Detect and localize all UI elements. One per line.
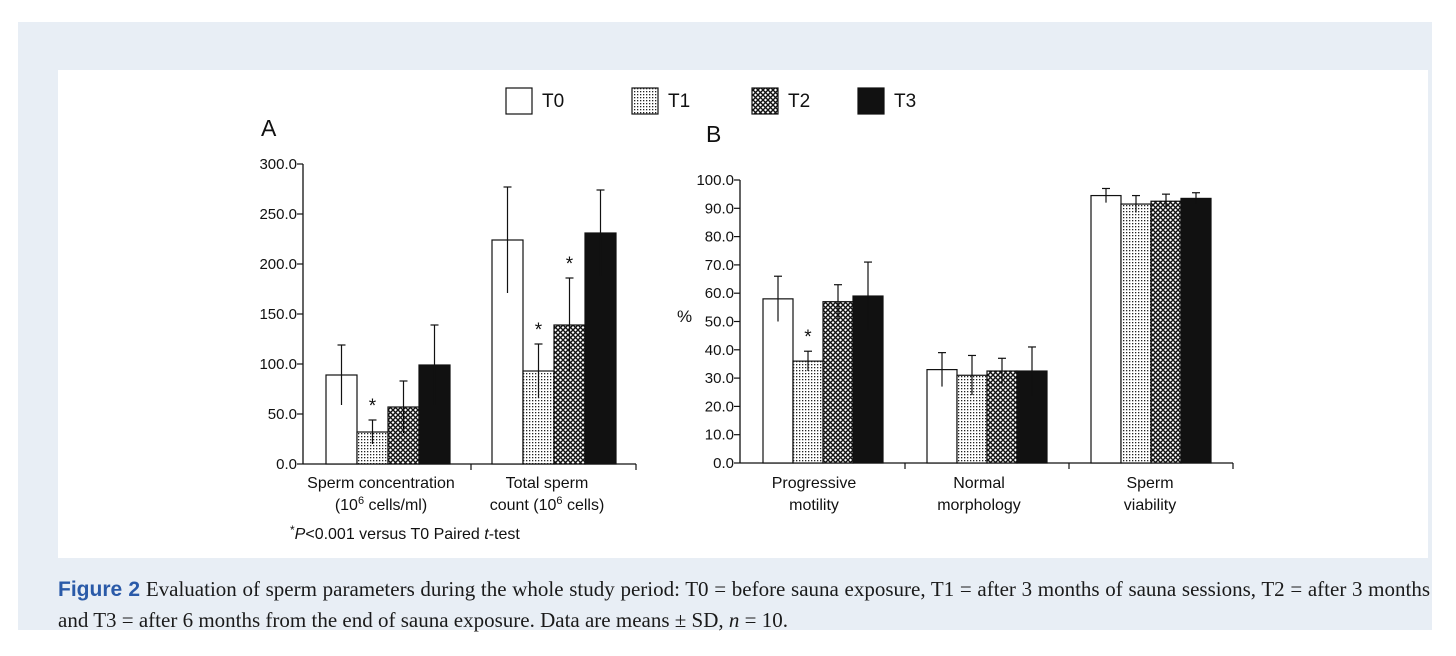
y-axis-label: % (677, 307, 692, 326)
y-tick-label: 20.0 (705, 398, 734, 415)
x-category-label-line2: viability (1124, 497, 1176, 514)
x-category-label: Normal (953, 475, 1005, 492)
x-category-label: Sperm (1126, 475, 1173, 492)
caption-text-end: = 10. (739, 608, 788, 632)
y-tick-label: 200.0 (259, 256, 297, 273)
x-category-label: Progressive (772, 475, 857, 492)
y-tick-label: 30.0 (705, 370, 734, 387)
bar-t2 (986, 370, 1018, 464)
y-tick-label: 300.0 (259, 156, 297, 173)
footnote-rest2: -test (489, 526, 521, 543)
caption-label: Figure 2 (58, 578, 141, 601)
chart-b: B 0.0 10.0 20.0 30.0 40.0 50.0 60.0 70.0 80.0 90.0… (677, 121, 1234, 514)
y-tick-label: 0.0 (276, 456, 297, 473)
footnote-text: *P<0.001 versus T0 Paired t-test (290, 523, 520, 543)
y-tick-label: 0.0 (713, 455, 734, 472)
y-tick-label: 50.0 (268, 406, 297, 423)
bar-t0 (491, 239, 524, 465)
caption-text: Evaluation of sperm parameters during th… (58, 577, 1431, 632)
significance-star: * (369, 396, 377, 417)
legend-label-t0: T0 (542, 91, 564, 112)
caption-n: n (728, 608, 740, 632)
footnote-star: * (290, 523, 295, 537)
x-category-label-line2: morphology (937, 497, 1021, 514)
legend-swatch-t2 (751, 87, 779, 115)
y-tick-label: 100.0 (259, 356, 297, 373)
significance-star: * (566, 254, 574, 275)
figure-area: T0 T1 T2 T3 A 0.0 50.0 100.0 150.0 200.0 250.0 300… (58, 70, 1428, 558)
legend: T0 T1 T2 T3 (505, 87, 916, 115)
x-category-label-line2: motility (789, 497, 839, 514)
y-tick-label: 250.0 (259, 206, 297, 223)
y-tick-label: 150.0 (259, 306, 297, 323)
y-tick-label: 60.0 (705, 285, 734, 302)
bar-t3 (1180, 197, 1212, 464)
y-tick-label: 100.0 (696, 172, 734, 189)
bar-t2 (1150, 200, 1182, 464)
bar-t0 (762, 298, 794, 464)
x-category-label: Total sperm (506, 475, 589, 492)
figure-caption: Figure 2 Evaluation of sperm parameters … (58, 574, 1430, 636)
significance-star: * (535, 320, 543, 341)
bar-t3 (852, 295, 884, 464)
footnote-t: t (484, 526, 489, 543)
footnote: *P<0.001 versus T0 Paired t-test (290, 523, 520, 543)
bar-t2 (822, 301, 854, 464)
y-tick-label: 90.0 (705, 200, 734, 217)
x-category-label: Sperm concentration (307, 475, 455, 492)
legend-label-t3: T3 (894, 91, 916, 112)
y-tick-label: 50.0 (705, 314, 734, 331)
y-tick-label: 80.0 (705, 229, 734, 246)
x-category-label-line2: (106 cells/ml) (335, 495, 427, 514)
bar-t1 (792, 360, 824, 464)
x-category-label-line2: count (106 cells) (490, 495, 605, 514)
bar-t1 (1120, 203, 1152, 464)
legend-swatch-t0 (505, 87, 533, 115)
panel-letter-b: B (706, 121, 721, 147)
y-tick-label: 10.0 (705, 427, 734, 444)
figure-panel: T0 T1 T2 T3 A 0.0 50.0 100.0 150.0 200.0 250.0 300… (18, 22, 1432, 632)
footnote-p: P (295, 526, 306, 543)
bar-t3 (418, 364, 451, 465)
legend-swatch-t3 (857, 87, 885, 115)
legend-label-t1: T1 (668, 91, 690, 112)
legend-label-t2: T2 (788, 91, 810, 112)
significance-star: * (804, 327, 812, 348)
legend-swatch-t1 (631, 87, 659, 115)
y-tick-label: 70.0 (705, 257, 734, 274)
bar-t0 (1090, 194, 1122, 464)
panel-letter-a: A (261, 115, 277, 141)
figure-chart: T0 T1 T2 T3 A 0.0 50.0 100.0 150.0 200.0 250.0 300… (259, 87, 1234, 543)
chart-a: A 0.0 50.0 100.0 150.0 200.0 250.0 300.0 * * * Sper… (259, 115, 637, 514)
y-tick-label: 40.0 (705, 342, 734, 359)
footnote-rest1: <0.001 versus T0 Paired (305, 526, 484, 543)
